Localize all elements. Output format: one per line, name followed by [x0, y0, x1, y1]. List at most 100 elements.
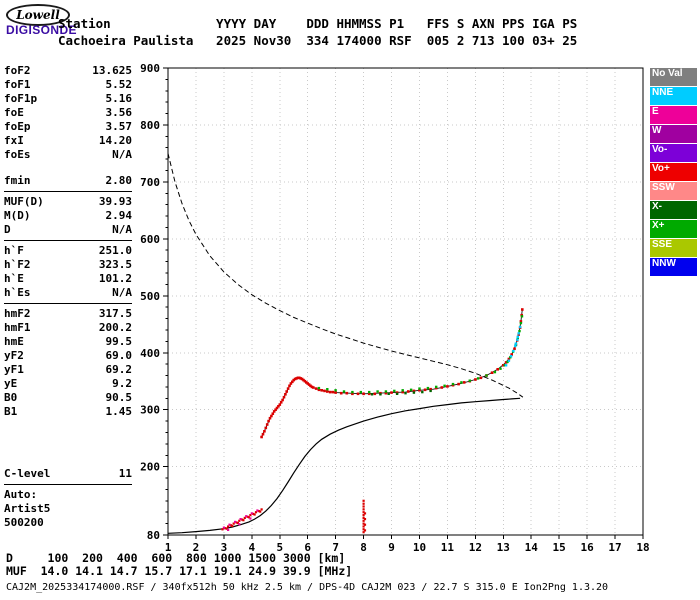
digisonde-logo: Lowell DIGISONDE [6, 4, 96, 37]
param-hmf2: hmF2 317.5 [4, 307, 132, 321]
param-label: yE [4, 377, 18, 390]
plot-frame [167, 67, 644, 536]
param-label: h`Es [4, 286, 31, 299]
param-value: 1.45 [105, 405, 133, 418]
parameter-panel: foF2 13.625 foF1 5.52 foF1p 5.16 foE 3.56 foEp 3.… [4, 64, 132, 530]
y-tick-label: 900 [140, 62, 160, 75]
param-value: 2.94 [105, 209, 133, 222]
param-label: fxI [4, 134, 24, 147]
param-value: 2.80 [105, 174, 133, 187]
param-auto: Auto: [4, 488, 132, 502]
param-label: Auto: [4, 488, 38, 501]
x-tick-label: 7 [332, 541, 339, 554]
x-tick-label: 1 [165, 541, 172, 554]
param-label: C-level [4, 467, 51, 480]
param-value: 11 [118, 467, 132, 480]
x-tick-label: 10 [413, 541, 426, 554]
e-layer-scatter-pink [222, 509, 259, 531]
param-mufd: MUF(D) 39.93 [4, 195, 132, 209]
legend-item-x+: X+ [650, 220, 697, 238]
param-label: foF1 [4, 78, 31, 91]
nne-points [504, 325, 522, 367]
y-tick-label: 700 [140, 176, 160, 189]
o-mode-f-trace [260, 308, 524, 439]
param-he: h`E 101.2 [4, 272, 132, 286]
param-value: 251.0 [98, 244, 132, 257]
param-group: fmin 2.80 [4, 174, 132, 192]
param-label: foEs [4, 148, 31, 161]
x-tick-label: 15 [553, 541, 566, 554]
legend-item-vo+: Vo+ [650, 163, 697, 181]
header-station-values: Cachoeira Paulista 2025 Nov30 334 174000… [58, 33, 578, 48]
muf-row: MUF 14.0 14.1 14.7 15.7 17.1 19.1 24.9 3… [6, 564, 353, 578]
param-label: h`F2 [4, 258, 31, 271]
param-hmf1: hmF1 200.2 [4, 321, 132, 335]
param-label: foF2 [4, 64, 31, 77]
interference-spike [362, 499, 367, 534]
param-ye: yE 9.2 [4, 377, 132, 391]
legend-item-e: E [650, 106, 697, 124]
param-value: 69.0 [105, 349, 133, 362]
x-tick-label: 6 [304, 541, 311, 554]
param-label: Artist5 [4, 502, 51, 515]
param-label: 500200 [4, 516, 44, 529]
param-label: B0 [4, 391, 18, 404]
legend-item-vo-: Vo- [650, 144, 697, 162]
param-yf2: yF2 69.0 [4, 349, 132, 363]
param-fof1: foF1 5.52 [4, 78, 132, 92]
param-b0: B0 90.5 [4, 391, 132, 405]
distance-row: D 100 200 400 600 800 1000 1500 3000 [km… [6, 551, 346, 565]
y-tick-label: 800 [140, 119, 160, 132]
param-fof2: foF2 13.625 [4, 64, 132, 78]
param-value: 69.2 [105, 363, 133, 376]
legend-item-no-val: No Val [650, 68, 697, 86]
param-hf2: h`F2 323.5 [4, 258, 132, 272]
param-value: N/A [112, 148, 132, 161]
e-layer-scatter-red [221, 508, 263, 531]
param-value: 90.5 [105, 391, 133, 404]
param-label: foE [4, 106, 24, 119]
param-value: 5.16 [105, 92, 133, 105]
param-d: D N/A [4, 223, 132, 237]
x-tick-label: 8 [360, 541, 367, 554]
param-value: 5.52 [105, 78, 133, 91]
lowell-ellipse-logo: Lowell [6, 4, 70, 26]
x-tick-label: 3 [221, 541, 228, 554]
param-md: M(D) 2.94 [4, 209, 132, 223]
param-foe: foE 3.56 [4, 106, 132, 120]
x-tick-label: 17 [608, 541, 621, 554]
param-value: 39.93 [98, 195, 132, 208]
y-tick-label: 400 [140, 347, 160, 360]
x-tick-label: 5 [276, 541, 283, 554]
param-label: h`F [4, 244, 24, 257]
param-value: 3.57 [105, 120, 133, 133]
param-hme: hmE 99.5 [4, 335, 132, 349]
param-500200: 500200 [4, 516, 132, 530]
param-label: foF1p [4, 92, 38, 105]
x-tick-label: 16 [580, 541, 594, 554]
direction-legend: No Val NNE E W Vo- Vo+ SSW X- X+ SSE NNW [650, 68, 697, 277]
param-label: fmin [4, 174, 31, 187]
param-group: h`F 251.0 h`F2 323.5 h`E 101.2 h`Es N/A [4, 244, 132, 304]
param-group: Auto: Artist5 500200 [4, 488, 132, 530]
param-yf1: yF1 69.2 [4, 363, 132, 377]
legend-item-x-: X- [650, 201, 697, 219]
legend-item-nne: NNE [650, 87, 697, 105]
param-value: 14.20 [98, 134, 132, 147]
param-value: 99.5 [105, 335, 133, 348]
param-label: h`E [4, 272, 24, 285]
param-group: hmF2 317.5 hmF1 200.2 hmE 99.5 yF2 69.0 yF1 69.2 y… [4, 307, 132, 419]
param-fof1p: foF1p 5.16 [4, 92, 132, 106]
x-tick-label: 2 [193, 541, 200, 554]
legend-item-sse: SSE [650, 239, 697, 257]
param-value: 13.625 [92, 64, 132, 77]
param-label: B1 [4, 405, 18, 418]
logo-digisonde-text: DIGISONDE [6, 23, 77, 37]
x-tick-label: 9 [388, 541, 395, 554]
y-tick-label: 80 [147, 529, 160, 542]
param-value: 3.56 [105, 106, 133, 119]
param-value: N/A [112, 286, 132, 299]
x-tick-label: 14 [525, 541, 539, 554]
